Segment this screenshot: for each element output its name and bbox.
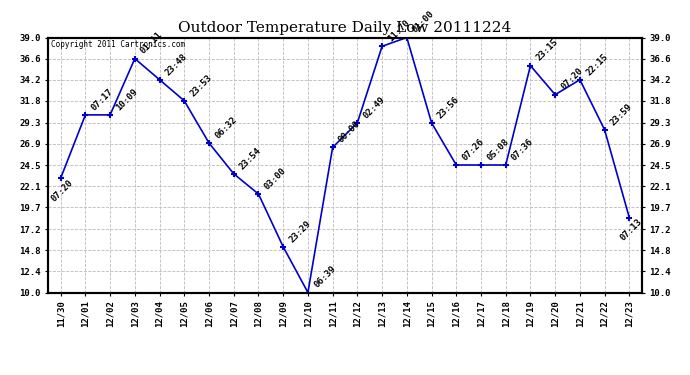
Text: 23:53: 23:53 bbox=[188, 73, 214, 98]
Text: 07:13: 07:13 bbox=[618, 217, 644, 243]
Text: 23:48: 23:48 bbox=[164, 51, 189, 77]
Text: Copyright 2011 Cartronics.com: Copyright 2011 Cartronics.com bbox=[51, 40, 186, 49]
Text: 06:32: 06:32 bbox=[213, 115, 239, 140]
Text: 07:36: 07:36 bbox=[510, 137, 535, 162]
Text: 23:15: 23:15 bbox=[535, 38, 560, 63]
Text: 01:00: 01:00 bbox=[411, 9, 436, 35]
Text: 23:59: 23:59 bbox=[609, 102, 634, 127]
Text: 23:56: 23:56 bbox=[435, 94, 461, 120]
Text: 02:49: 02:49 bbox=[362, 94, 387, 120]
Text: 23:29: 23:29 bbox=[287, 219, 313, 244]
Text: 03:00: 03:00 bbox=[263, 166, 288, 191]
Text: 07:20: 07:20 bbox=[50, 178, 75, 203]
Text: 07:17: 07:17 bbox=[90, 87, 115, 112]
Text: 00:00: 00:00 bbox=[337, 119, 362, 145]
Text: 11:70: 11:70 bbox=[386, 18, 412, 44]
Text: 06:39: 06:39 bbox=[312, 264, 337, 290]
Text: 01:11: 01:11 bbox=[139, 30, 164, 56]
Text: 07:20: 07:20 bbox=[560, 66, 584, 92]
Text: 05:08: 05:08 bbox=[485, 137, 511, 162]
Text: 22:15: 22:15 bbox=[584, 51, 609, 77]
Title: Outdoor Temperature Daily Low 20111224: Outdoor Temperature Daily Low 20111224 bbox=[179, 21, 511, 35]
Text: 23:54: 23:54 bbox=[238, 146, 264, 171]
Text: 07:26: 07:26 bbox=[460, 137, 486, 162]
Text: 10:09: 10:09 bbox=[115, 87, 139, 112]
